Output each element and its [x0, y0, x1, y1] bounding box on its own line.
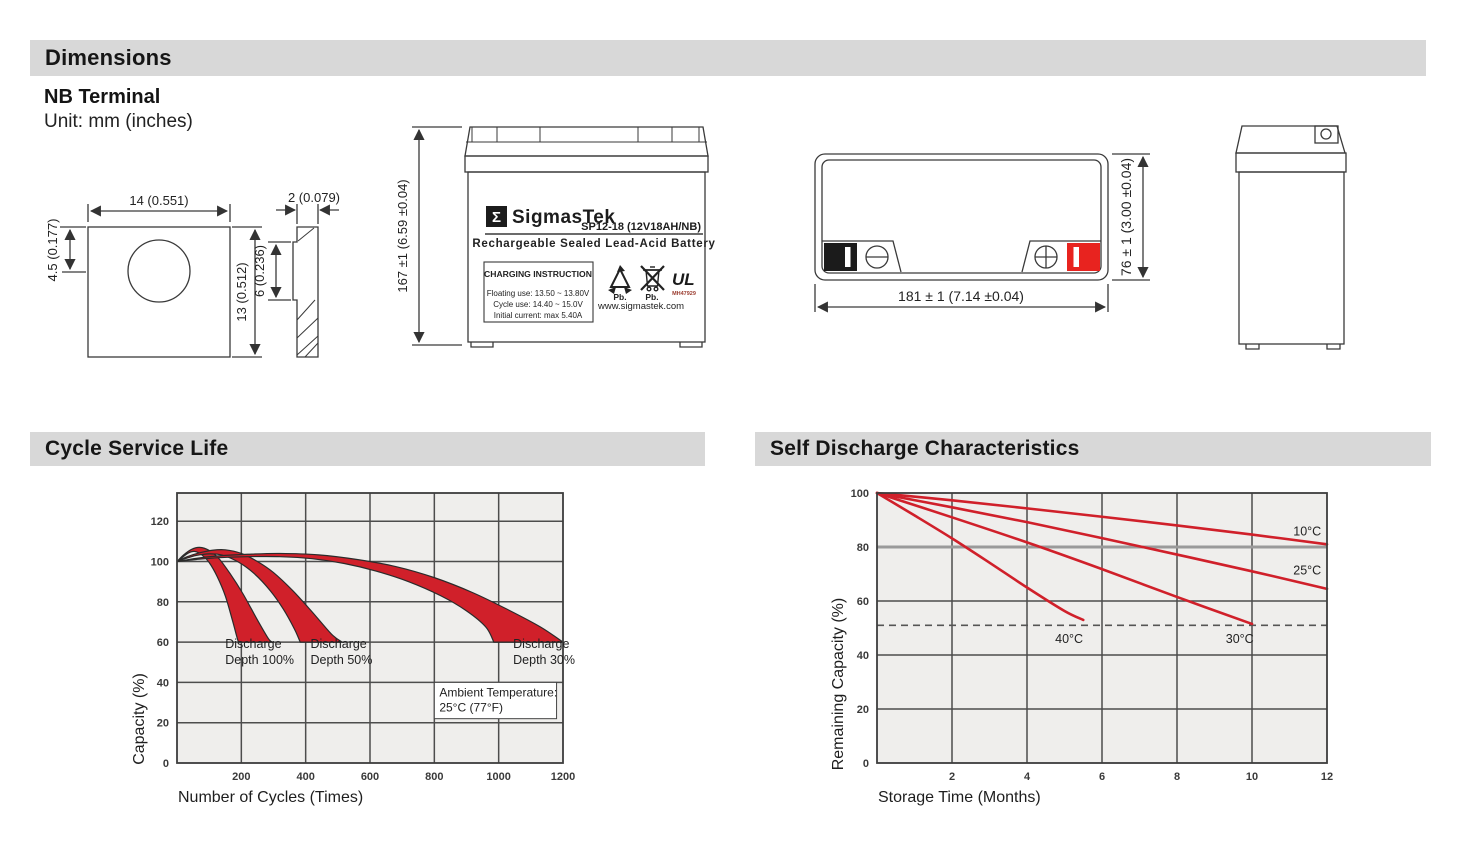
section-header-cycle-service-life: Cycle Service Life: [30, 432, 705, 466]
ul-mark-icon: UL: [672, 270, 695, 289]
battery-top-view: 181 ± 1 (7.14 ±0.04) 76 ± 1 (3.00 ±0.04): [814, 153, 1150, 313]
terminal-width-dim: 14 (0.551): [129, 193, 188, 208]
x-tick-label: 600: [361, 771, 379, 783]
x-tick-label: 8: [1174, 771, 1180, 783]
terminal-plate: [87, 226, 231, 358]
plot-border: [176, 492, 564, 764]
top-view-outline: [814, 153, 1109, 281]
model-number: SP12-18 (12V18AH/NB): [581, 221, 701, 233]
charging-line3: Initial current: max 5.40A: [494, 311, 583, 320]
terminal-side-outline: [292, 226, 319, 358]
series-line: [875, 491, 1085, 622]
terminal-hole-offset-dim: 4.5 (0.177): [45, 219, 60, 282]
charging-line2: Cycle use: 14.40 ~ 15.0V: [493, 300, 583, 309]
x-tick-label: 6: [1099, 771, 1105, 783]
series-line: [875, 491, 1329, 546]
y-tick-label: 40: [857, 650, 869, 662]
battery-depth-dim: 76 ± 1 (3.00 ±0.04): [1118, 158, 1134, 276]
y-tick-label: 100: [151, 557, 169, 569]
negative-terminal-marker: [824, 243, 857, 271]
x-tick-label: 12: [1321, 771, 1333, 783]
section-title: Self Discharge Characteristics: [770, 437, 1080, 460]
terminal-height-dim: 13 (0.512): [234, 262, 249, 321]
annotation-label: Discharge Depth 50%: [310, 637, 372, 667]
discharge-depth-band: [176, 546, 274, 643]
terminal-front-view: 14 (0.551) 4.5 (0.177) 13 (0.512): [45, 193, 262, 358]
x-axis-title: Storage Time (Months): [878, 789, 1041, 806]
ul-file-number: MH47929: [672, 291, 696, 297]
y-axis-title: Capacity (%): [131, 673, 148, 765]
x-tick-label: 10: [1246, 771, 1258, 783]
brand-name: SigmasTek: [512, 207, 615, 228]
cycle-service-life-chart: 200 400 600 800 1000 1200 0 20 40 60 80 100 120 Numbe…: [131, 492, 575, 806]
x-tick-label: 800: [425, 771, 443, 783]
battery-height-dim: 167 ±1 (6.59 ±0.04): [395, 179, 410, 292]
x-axis-title: Number of Cycles (Times): [178, 789, 363, 806]
self-discharge-chart: 2 4 6 8 10 12 0 20 40 60 80 100 Storage Time (Months…: [830, 488, 1333, 806]
annotation-label: 10°C: [1293, 524, 1321, 538]
charging-instruction-box: [483, 261, 594, 323]
annotation-label: 40°C: [1055, 632, 1083, 646]
y-tick-label: 120: [151, 516, 169, 528]
y-axis-title: Remaining Capacity (%): [830, 598, 847, 771]
annotation-label: Discharge Depth 100%: [225, 637, 294, 667]
y-tick-label: 60: [157, 637, 169, 649]
y-tick-label: 60: [857, 596, 869, 608]
side-terminal-box: [1314, 125, 1339, 144]
battery-side-view: [1235, 125, 1347, 350]
note-box: [433, 681, 558, 720]
terminal-thickness-dim: 2 (0.079): [288, 190, 340, 205]
annotation-label: Discharge Depth 30%: [513, 637, 575, 667]
website-url: www.sigmastek.com: [597, 301, 684, 312]
discharge-depth-band: [176, 552, 565, 643]
y-tick-label: 40: [157, 677, 169, 689]
unit-note: Unit: mm (inches): [44, 111, 193, 132]
battery-ledge: [464, 155, 709, 173]
series-line: [875, 491, 1329, 591]
x-tick-label: 200: [232, 771, 250, 783]
annotation-label: 30°C: [1226, 632, 1254, 646]
terminal-mid-dim: 6 (0.236): [252, 245, 267, 297]
pb-bin-label: Pb.: [645, 292, 658, 302]
note-box-text: Ambient Temperature: 25°C (77°F): [439, 685, 557, 714]
section-title: Dimensions: [45, 45, 172, 70]
positive-terminal-marker: [1067, 243, 1100, 271]
pb-recycle-label: Pb.: [613, 292, 626, 302]
pb-recycle-icon: [608, 265, 632, 294]
x-tick-label: 4: [1024, 771, 1031, 783]
series-line: [875, 491, 1254, 626]
battery-front-view: 167 ±1 (6.59 ±0.04) Σ SigmasTek SP12-18 …: [395, 126, 715, 348]
x-tick-label: 1000: [486, 771, 510, 783]
y-tick-label: 0: [163, 758, 169, 770]
pb-bin-icon: [640, 265, 665, 292]
annotation-label: 25°C: [1293, 564, 1321, 578]
y-tick-label: 80: [157, 597, 169, 609]
terminal-side-view: 2 (0.079) 6 (0.236): [252, 190, 340, 358]
sigma-logo-icon: Σ: [492, 209, 501, 226]
y-tick-label: 80: [857, 542, 869, 554]
x-tick-label: 1200: [551, 771, 575, 783]
x-tick-label: 400: [296, 771, 314, 783]
terminal-hole: [127, 239, 191, 303]
section-title: Cycle Service Life: [45, 437, 229, 460]
section-header-dimensions: Dimensions: [30, 40, 1426, 76]
y-tick-label: 20: [157, 718, 169, 730]
y-tick-label: 20: [857, 704, 869, 716]
discharge-depth-band: [176, 548, 344, 643]
sigma-logo-box: [486, 206, 507, 227]
terminal-type-heading: NB Terminal: [44, 86, 161, 108]
battery-body: [467, 171, 706, 343]
battery-subtitle: Rechargeable Sealed Lead-Acid Battery: [472, 238, 715, 250]
dimension-drawings: 14 (0.551) 4.5 (0.177) 13 (0.512) 2 (0.0…: [45, 125, 1347, 358]
y-tick-label: 0: [863, 758, 869, 770]
plot-border: [876, 492, 1328, 764]
x-tick-label: 2: [949, 771, 955, 783]
charging-title: CHARGING INSTRUCTION: [484, 269, 592, 279]
charging-line1: Floating use: 13.50 ~ 13.80V: [487, 289, 590, 298]
battery-width-dim: 181 ± 1 (7.14 ±0.04): [898, 288, 1024, 304]
y-tick-label: 100: [851, 488, 869, 500]
section-header-self-discharge: Self Discharge Characteristics: [755, 432, 1431, 466]
